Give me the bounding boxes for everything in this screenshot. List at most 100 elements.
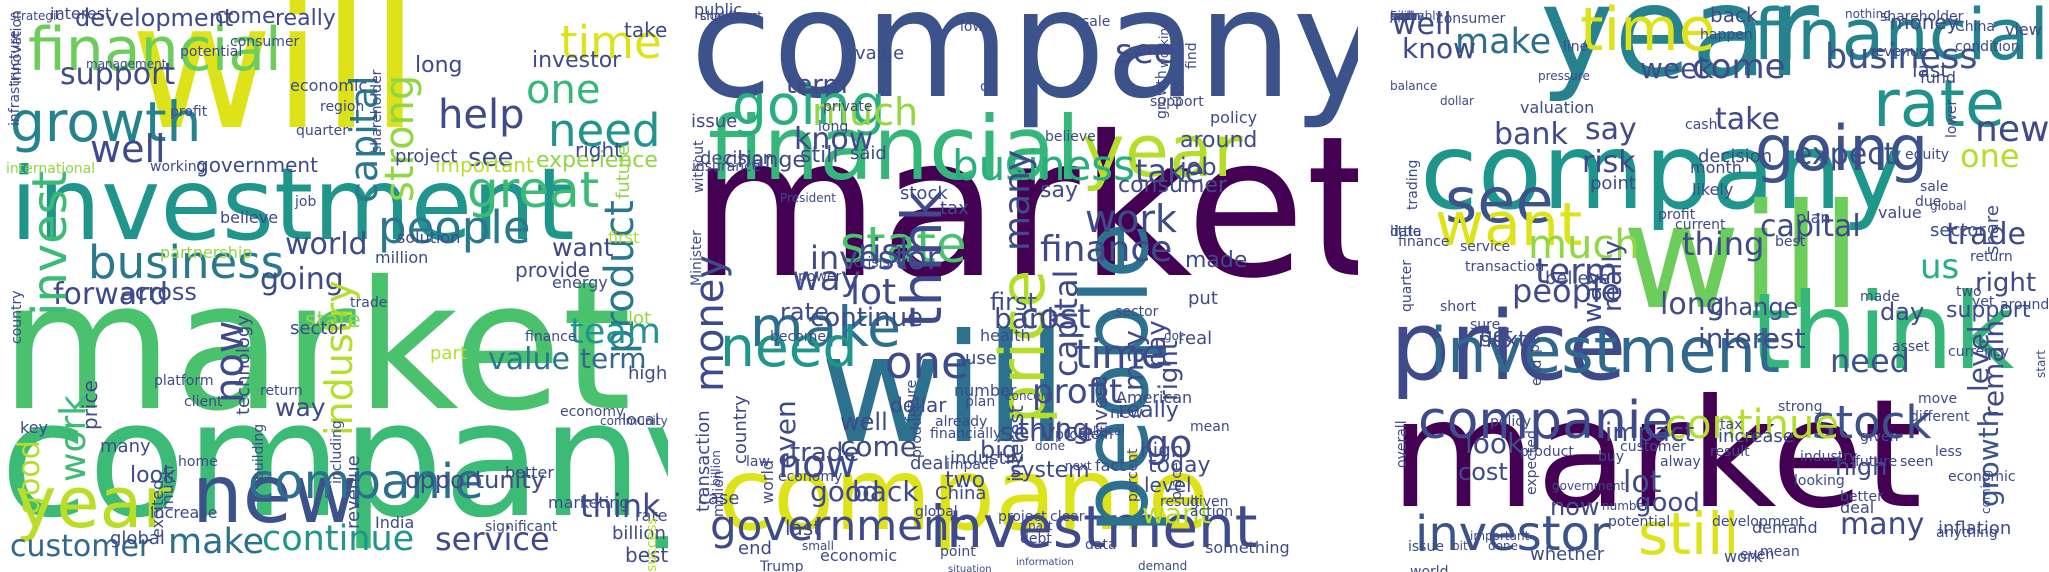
cloud-word-market: market	[1390, 368, 1923, 542]
cloud-word-companie: companie	[718, 436, 1210, 553]
cloud-word-little: little	[1390, 224, 1422, 240]
cloud-word-share: share	[1982, 205, 2003, 255]
cloud-word-want: want	[552, 233, 614, 262]
cloud-word-information: information	[1016, 557, 1074, 568]
cloud-word-come: come	[1692, 47, 1786, 87]
cloud-word-thing: thing	[1682, 225, 1765, 263]
cloud-word-long: long	[818, 119, 849, 135]
cloud-word-consumer: consumer	[1118, 173, 1227, 198]
cloud-word-short: short	[1440, 299, 1476, 315]
cloud-word-take: take	[624, 18, 668, 42]
cloud-word-money: money	[1890, 10, 1959, 34]
cloud-word-go: go	[1145, 422, 1193, 466]
cloud-word-valuation: valuation	[1520, 98, 1595, 117]
cloud-word-expected: expected	[1524, 430, 1540, 495]
cloud-word-financial: financial	[708, 97, 1081, 200]
cloud-word-success: success	[644, 517, 660, 572]
cloud-word-help: help	[438, 92, 525, 138]
cloud-word-demand: demand	[1752, 518, 1818, 537]
cloud-word-many: many	[1840, 507, 1925, 542]
cloud-word-energy: energy	[552, 273, 608, 292]
cloud-word-inflation: inflation	[1938, 518, 2012, 539]
cloud-word-world: world	[285, 227, 368, 262]
cloud-word-many: many	[997, 149, 1038, 251]
cloud-word-change: change	[725, 148, 806, 173]
cloud-word-minister: Minister	[690, 230, 705, 286]
cloud-word-economy: economy	[778, 469, 843, 485]
cloud-word-government: government	[196, 153, 318, 177]
cloud-word-investor: investor	[532, 48, 622, 73]
cloud-word-investor: investor	[810, 239, 940, 277]
cloud-word-happen: happen	[1700, 27, 1753, 43]
cloud-word-state: state	[305, 308, 361, 333]
cloud-word-made: made	[1185, 248, 1248, 273]
cloud-word-public: public	[694, 0, 743, 19]
cloud-word-state: state	[840, 216, 967, 274]
cloud-word-people: people	[378, 201, 531, 254]
cloud-word-important: important	[435, 153, 534, 177]
cloud-word-new: new	[1975, 109, 2049, 150]
cloud-word-time: time	[560, 16, 662, 69]
cloud-word-time: time	[1580, 0, 1716, 65]
cloud-word-situation: situation	[948, 564, 992, 572]
cloud-word-shareholder: shareholder	[1880, 9, 1964, 25]
cloud-word-one: one	[885, 336, 969, 389]
cloud-word-want: want	[1435, 190, 1583, 260]
cloud-word-financial: financial	[28, 15, 282, 85]
cloud-word-right: right	[1975, 268, 2037, 298]
cloud-word-year: year	[15, 462, 172, 544]
word-cloud-panel-1: will investment market company new year financ…	[0, 0, 668, 572]
cloud-word-partnership: partnership	[160, 243, 253, 262]
cloud-word-now: now	[778, 442, 857, 486]
cloud-word-take: take	[1135, 152, 1205, 190]
cloud-word-know: know	[794, 122, 874, 157]
cloud-word-even: even	[1740, 547, 1775, 563]
cloud-word-sector: sector	[1930, 220, 1986, 241]
cloud-word-really: really	[1118, 398, 1179, 423]
cloud-word-job: job	[295, 194, 317, 210]
cloud-word-trump: Trump	[760, 559, 804, 572]
cloud-word-result: result	[1710, 444, 1750, 460]
cloud-word-people: people	[1512, 272, 1621, 310]
cloud-word-trading: trading	[1405, 159, 1421, 210]
cloud-word-back: back	[1710, 3, 1758, 27]
cloud-word-lot: lot	[628, 308, 652, 329]
cloud-word-case: case	[698, 488, 740, 509]
cloud-word-term: term	[786, 70, 848, 100]
cloud-word-working: working	[1157, 20, 1171, 68]
cloud-word-good: good	[12, 440, 47, 515]
cloud-word-week: week	[1640, 52, 1714, 85]
cloud-word-india: India	[375, 513, 415, 532]
cloud-word-industry: industry	[1800, 449, 1858, 465]
cloud-word-given: given	[1190, 494, 1229, 510]
cloud-word-global: global	[915, 504, 958, 520]
cloud-word-result: result	[1160, 494, 1200, 510]
cloud-word-president: President	[780, 191, 836, 205]
cloud-word-customer: customer	[10, 529, 152, 564]
cloud-word-issue: issue	[691, 111, 738, 132]
cloud-word-know: know	[1402, 32, 1476, 65]
cloud-word-think: think	[1750, 271, 2015, 393]
cloud-word-coming: coming	[1979, 469, 1993, 514]
cloud-word-business: business	[1825, 37, 1978, 77]
cloud-word-consumer: consumer	[1436, 11, 1506, 27]
cloud-word-rate: rate	[780, 298, 829, 326]
cloud-word-billion: billion	[612, 523, 666, 544]
cloud-word-problem: problem	[1055, 427, 1113, 443]
cloud-word-come: come	[215, 4, 276, 29]
cloud-word-product: product	[1520, 444, 1574, 460]
cloud-word-take: take	[1715, 102, 1780, 137]
cloud-word-thing: thing	[1018, 412, 1091, 445]
cloud-word-look: look	[1465, 427, 1524, 460]
cloud-word-last: last	[1912, 58, 1949, 82]
cloud-word-financial: financial	[1753, 0, 2049, 76]
cloud-word-lot: lot	[850, 272, 897, 313]
cloud-word-opportunity: opportunity	[405, 466, 545, 494]
cloud-word-law: law	[746, 454, 770, 470]
cloud-word-point: point	[940, 544, 976, 560]
cloud-word-country: country	[9, 290, 25, 344]
cloud-word-quarter: quarter	[1399, 260, 1415, 312]
cloud-word-good: good	[1635, 488, 1700, 518]
cloud-word-day: day	[1880, 298, 1925, 326]
cloud-word-concern: concern	[1005, 389, 1053, 403]
